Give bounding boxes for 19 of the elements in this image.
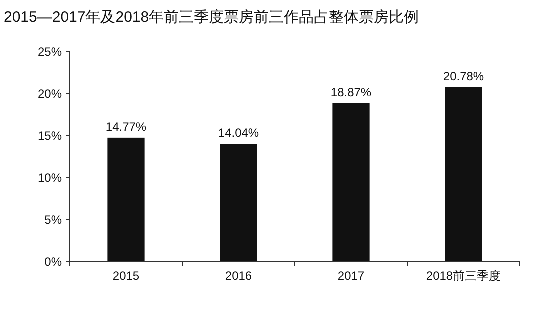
y-tick-label: 15% [38,129,62,143]
x-tick-label: 2018前三季度 [426,269,502,283]
y-tick-label: 20% [38,87,62,101]
data-label: 14.04% [218,126,260,140]
x-tick-label: 2015 [112,269,140,283]
x-tick-label: 2017 [338,269,365,283]
chart-title: 2015—2017年及2018年前三季度票房前三作品占整体票房比例 [4,9,420,26]
data-label: 14.77% [106,120,147,134]
bar [332,103,370,262]
bar [220,144,258,262]
y-tick-label: 25% [38,45,62,59]
y-tick-label: 0% [44,255,62,269]
data-label: 18.87% [330,85,372,100]
data-label: 20.78% [443,69,484,84]
bar [108,138,145,262]
x-tick-label: 2016 [225,269,252,283]
y-tick-label: 5% [44,213,62,227]
bar [445,87,482,262]
y-tick-label: 10% [38,171,62,185]
